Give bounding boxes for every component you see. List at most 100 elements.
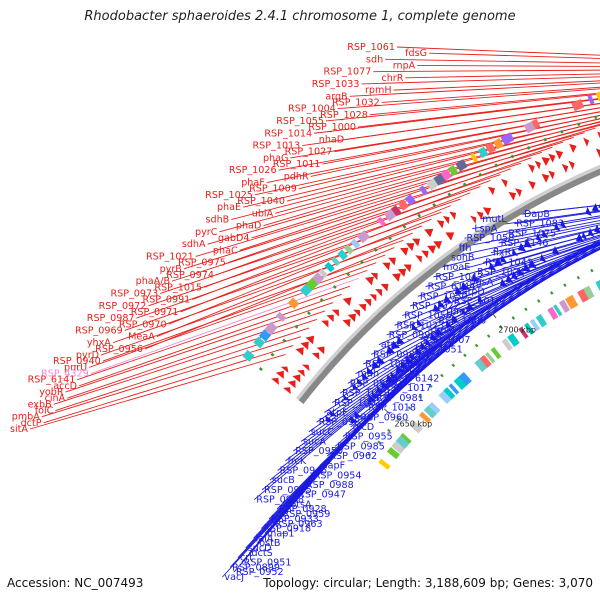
leader-line bbox=[229, 417, 369, 568]
leader-line bbox=[168, 218, 432, 325]
gene-label-accd: accD bbox=[53, 381, 77, 392]
gene-label-rsp-1075: RSP_1075 bbox=[508, 228, 556, 239]
tick-label: 2700 kbp bbox=[498, 325, 536, 334]
leader-line bbox=[77, 285, 351, 381]
gene-label-rsp-0988: RSP_0988 bbox=[306, 480, 354, 491]
gc-marker bbox=[418, 395, 422, 399]
gene-label-phaf: phaF bbox=[241, 178, 265, 189]
genome-stats-line: Topology: circular; Length: 3,188,609 bp… bbox=[263, 576, 593, 590]
gene-label-phad: phaD bbox=[236, 221, 261, 232]
gene-label-glcd: glcD bbox=[353, 422, 374, 433]
leader-line bbox=[180, 205, 451, 313]
forward-gene-arrow bbox=[295, 347, 304, 356]
leader-line bbox=[144, 247, 395, 350]
forward-gene-arrow bbox=[548, 153, 556, 163]
reverse-gene-arrow bbox=[409, 352, 417, 360]
accession-line: Accession: NC_007493 bbox=[7, 576, 143, 590]
forward-gene-arrow bbox=[534, 160, 541, 170]
gene-label-frck: frcK bbox=[287, 456, 306, 467]
reverse-gene-arrow bbox=[575, 233, 584, 243]
reverse-gene-arrow bbox=[376, 385, 385, 393]
reverse-gene-arrow bbox=[391, 340, 400, 349]
forward-gene-arrow bbox=[301, 364, 310, 372]
gc-marker bbox=[377, 440, 381, 445]
forward-gene-arrow bbox=[342, 297, 352, 306]
reverse-gene-arrow bbox=[376, 355, 385, 364]
gene-label-pmba: pmbA bbox=[12, 412, 41, 423]
feature-block bbox=[535, 314, 548, 328]
forward-gene-arrow bbox=[326, 314, 334, 323]
gene-label-dcts: dctS bbox=[251, 548, 272, 559]
gene-label-sdha: sdhA bbox=[182, 239, 206, 250]
gene-label-dapb: DapB bbox=[524, 209, 550, 220]
reverse-gene-arrow bbox=[430, 332, 438, 341]
feature-block bbox=[479, 354, 492, 368]
topology-value: circular; bbox=[323, 576, 372, 590]
gc-marker bbox=[474, 343, 479, 348]
feature-block bbox=[324, 261, 335, 273]
gene-label-rsp-1018: RSP_1018 bbox=[368, 403, 416, 414]
reverse-gene-arrow bbox=[585, 206, 592, 216]
feature-block bbox=[258, 329, 272, 342]
gene-label-rsp-6141: RSP_6141 bbox=[28, 375, 76, 386]
gene-label-atpd: atpD bbox=[462, 286, 485, 297]
reverse-gene-arrow bbox=[356, 378, 365, 385]
gc-marker bbox=[388, 236, 392, 241]
feature-block bbox=[470, 152, 478, 163]
reverse-gene-arrow bbox=[371, 391, 379, 399]
forward-gene-arrow bbox=[321, 320, 329, 328]
gene-label-rsp-0991: RSP_0991 bbox=[143, 295, 191, 306]
reverse-gene-arrow bbox=[443, 294, 452, 303]
reverse-gene-arrow bbox=[477, 295, 485, 304]
forward-gene-arrow bbox=[424, 228, 434, 238]
forward-gene-arrow bbox=[397, 268, 407, 277]
reverse-gene-arrow bbox=[528, 259, 537, 269]
gc-marker bbox=[526, 145, 531, 150]
leader-line bbox=[441, 228, 600, 268]
gene-label-pyrc: pyrC bbox=[195, 227, 218, 238]
leader-line bbox=[65, 302, 334, 393]
gene-label-rsp-0952: RSP_0952 bbox=[236, 567, 284, 578]
gc-marker bbox=[451, 363, 456, 368]
forward-gene-arrow bbox=[365, 276, 374, 286]
gene-label-rimm: rimM bbox=[431, 325, 455, 336]
gene-label-rsp-1023: RSP_1023 bbox=[396, 320, 444, 331]
feature-block bbox=[418, 411, 432, 424]
gc-marker bbox=[563, 283, 567, 288]
leader-line bbox=[67, 310, 326, 399]
gc-marker bbox=[429, 384, 433, 388]
gene-label-phaa-b: phaA/B bbox=[136, 276, 170, 287]
gene-label-ostb: ostB bbox=[259, 538, 280, 549]
gene-label-rsp-0960: RSP_0960 bbox=[360, 412, 408, 423]
gene-label-rsp-1014: RSP_1014 bbox=[264, 128, 312, 139]
leader-line bbox=[349, 82, 600, 97]
leader-line bbox=[514, 211, 600, 225]
leader-line bbox=[385, 58, 600, 64]
leader-line bbox=[78, 293, 342, 387]
gc-marker bbox=[432, 202, 437, 207]
forward-gene-arrow bbox=[427, 245, 436, 254]
gene-label-rsp-0970: RSP_0970 bbox=[119, 319, 167, 330]
feature-block bbox=[477, 146, 489, 158]
reverse-gene-arrow bbox=[438, 300, 446, 308]
feature-block bbox=[312, 272, 325, 285]
feature-block bbox=[458, 372, 472, 386]
leader-line bbox=[378, 243, 600, 346]
feature-block bbox=[552, 304, 563, 317]
feature-block bbox=[287, 297, 300, 310]
gene-label-rsp-1083: RSP_1083 bbox=[516, 219, 564, 230]
gene-label-rsp-1032: RSP_1032 bbox=[332, 97, 380, 108]
reverse-gene-arrow bbox=[494, 257, 503, 266]
accession-label: Accession: bbox=[7, 576, 71, 590]
gc-marker bbox=[593, 115, 598, 120]
gc-marker bbox=[590, 268, 594, 273]
feature-rings bbox=[242, 91, 600, 470]
leader-line bbox=[160, 186, 481, 294]
leader-line bbox=[156, 232, 413, 337]
forward-gene-arrow bbox=[541, 173, 550, 183]
tick-mark bbox=[490, 311, 497, 319]
leader-line bbox=[233, 424, 364, 573]
leader-line bbox=[266, 115, 600, 183]
forward-gene-arrow bbox=[583, 137, 590, 147]
